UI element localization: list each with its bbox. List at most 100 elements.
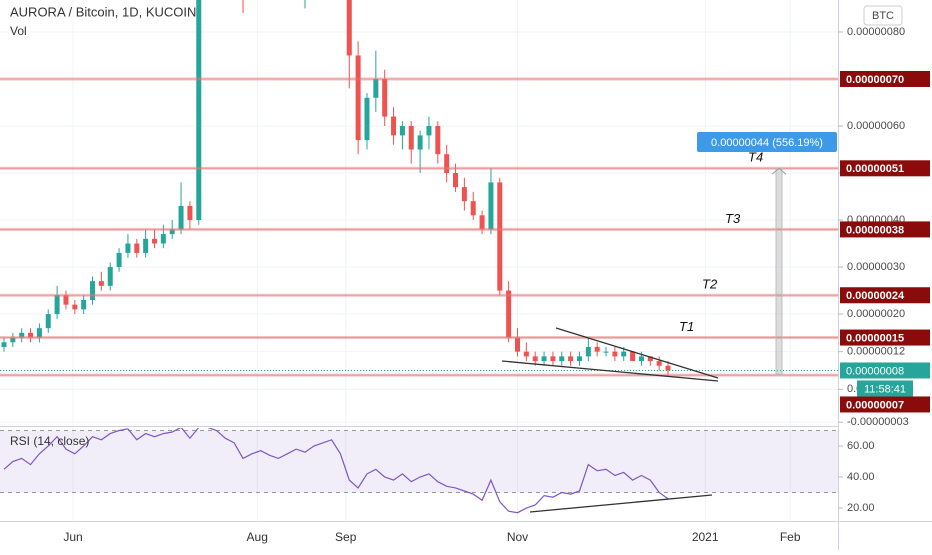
y-tick-label: 0.00000080 [847,26,905,38]
level-label-box [840,396,930,413]
candle-body [90,281,96,300]
x-tick-label: Sep [335,530,357,544]
rsi-title: RSI (14, close) [10,434,89,448]
measure-bar [775,167,783,376]
y-tick-label: 60.00 [847,440,875,452]
target-label: T1 [679,319,694,334]
level-label-box [840,221,930,238]
x-tick-label: Feb [780,530,801,544]
measure-label: 0.00000044 (556.19%) [711,137,823,149]
candle-body [568,356,574,362]
level-label-box [840,287,930,304]
candle-body [98,281,104,286]
candle-body [54,295,60,315]
candle-body [399,125,405,136]
candle-body [36,328,42,338]
candle-body [559,356,565,362]
candle-body [444,154,450,174]
level-label: 0.00000007 [846,399,904,411]
candle-body [81,299,87,310]
candle-body [479,215,485,230]
candle-body [408,125,414,150]
trendlines [501,327,719,513]
candle-body [417,135,423,150]
trendline [501,360,719,382]
measure-label-box [697,132,837,152]
candle-body [364,97,370,141]
candle-body [665,365,671,371]
candle-body [151,238,157,244]
last-price-box [840,362,930,379]
level-label: 0.00000015 [846,332,904,344]
level-label: 0.00000051 [846,163,904,175]
candle-body [1,342,7,347]
candle-body [470,201,476,216]
candle-body [160,234,166,244]
candle-body [169,229,175,235]
candle-body [585,346,591,357]
y-tick-label: 20.00 [847,502,875,514]
candle-body [461,187,467,202]
candle-body [638,356,644,362]
candle-body [391,116,397,136]
y-tick-label: -0.00000003 [847,416,909,428]
candle-body [426,125,432,136]
y-tick-label: 0.00000060 [847,120,905,132]
candle-body [550,356,556,362]
candle-body [19,332,25,338]
candle-body [346,0,352,56]
candle-body [523,351,529,357]
y-tick-label: 0.00000012 [847,346,905,358]
candle-body [125,243,131,253]
candle-body [382,78,388,117]
candle-body [514,337,520,352]
level-label-box [840,329,930,346]
candle-body [187,205,193,221]
chart-title: AURORA / Bitcoin, 1D, KUCOIN [10,4,196,19]
y-tick-label: 0.00000020 [847,308,905,320]
target-label: T4 [748,150,763,165]
x-tick-label: Aug [247,530,268,544]
candle-body [594,346,600,352]
candle-body [373,78,379,98]
target-label: T3 [725,211,741,226]
candle-body [435,125,441,155]
trendline [555,327,719,379]
candle-body [603,351,609,353]
candle-body [532,356,538,362]
x-tick-label: 2021 [692,530,719,544]
rsi-line [3,428,669,514]
candle-body [355,55,361,141]
candle-body [576,356,582,362]
candle-body [621,351,627,357]
candle-body [541,356,547,362]
x-tick-label: Nov [507,530,528,544]
trendline [529,494,713,513]
x-tick-label: Jun [63,530,82,544]
candle-body [178,205,184,230]
candle-body [647,356,653,362]
candle-body [134,243,140,253]
y-tick-label: 40.00 [847,471,875,483]
candle-body [630,351,636,362]
volume-label: Vol [10,24,27,38]
countdown: 11:58:41 [864,383,906,395]
level-label-box [840,160,930,177]
countdown-box [857,380,913,397]
candle-body [28,332,34,338]
rsi-band [0,430,838,493]
candle-body [10,337,16,343]
candle-body [196,0,202,221]
last-price-label: 0.00000008 [846,365,904,377]
currency-label[interactable]: BTC [872,10,894,22]
candle-body [506,290,512,338]
level-label: 0.00000038 [846,224,904,236]
candle-body [497,182,503,291]
candle-body [656,361,662,366]
target-label: T2 [702,277,718,292]
currency-button[interactable] [863,5,903,26]
candle-body [488,182,494,230]
measure-arrow [771,167,787,175]
